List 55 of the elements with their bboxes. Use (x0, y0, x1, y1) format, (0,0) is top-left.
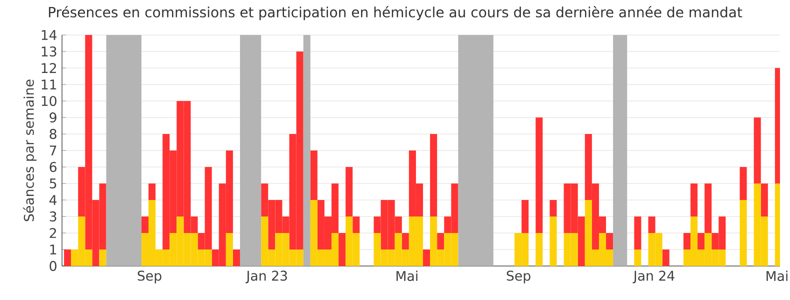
x-tick-label: Sep (138, 270, 162, 284)
bar (232, 249, 240, 266)
bar (437, 232, 444, 250)
y-tick-label: 14 (42, 30, 57, 40)
y-tick-label: 1 (50, 244, 56, 254)
bar (148, 183, 156, 200)
y-axis-title: Séances par semaine (23, 80, 37, 222)
bar (754, 117, 761, 184)
y-tick-label: 2 (50, 228, 56, 238)
bar (606, 232, 614, 250)
x-tick-label: Jan 24 (632, 270, 674, 284)
y-tick-label: 8 (50, 128, 56, 140)
x-tick-label: Mai (766, 270, 788, 282)
bar (141, 216, 148, 233)
bar (536, 117, 543, 233)
bar (522, 200, 529, 233)
y-tick-label: 5 (50, 178, 56, 188)
bar (536, 232, 543, 266)
y-tick-label: 11 (42, 80, 56, 90)
y-tick-label: 12 (42, 63, 56, 73)
bar (430, 134, 438, 216)
y-tick-label: 10 (42, 96, 56, 106)
bar (423, 249, 430, 266)
bar (740, 166, 747, 200)
bar (550, 216, 557, 266)
bar (690, 183, 698, 216)
y-tick-label: 9 (50, 112, 56, 123)
y-tick-label: 6 (50, 162, 56, 172)
x-tick-label: Mai (396, 270, 418, 282)
bar (402, 232, 409, 250)
bar (64, 249, 72, 266)
y-tick-label: 3 (50, 211, 56, 222)
y-tick-label: 13 (42, 46, 56, 57)
bar (662, 249, 670, 266)
bar (338, 232, 346, 266)
bar (698, 232, 705, 250)
bar (634, 249, 642, 266)
bar (310, 150, 318, 200)
x-tick-label: Sep (506, 270, 530, 284)
y-tick-label: 7 (50, 146, 56, 156)
bar (634, 216, 642, 250)
bar (99, 249, 106, 266)
bar (648, 216, 656, 233)
bar (760, 183, 768, 216)
bar (550, 200, 557, 216)
chart-title: Présences en commissions et participation en hémicycle au cours de sa dernière année de mandat (48, 6, 742, 20)
bar (683, 232, 690, 250)
bar (740, 200, 747, 266)
bar (704, 183, 712, 233)
x-tick-label: Jan 23 (246, 270, 287, 284)
bar (346, 166, 353, 216)
y-tick-label: 0 (50, 260, 56, 272)
y-tick-label: 4 (49, 195, 57, 205)
bar (352, 216, 360, 233)
bar (226, 232, 233, 266)
